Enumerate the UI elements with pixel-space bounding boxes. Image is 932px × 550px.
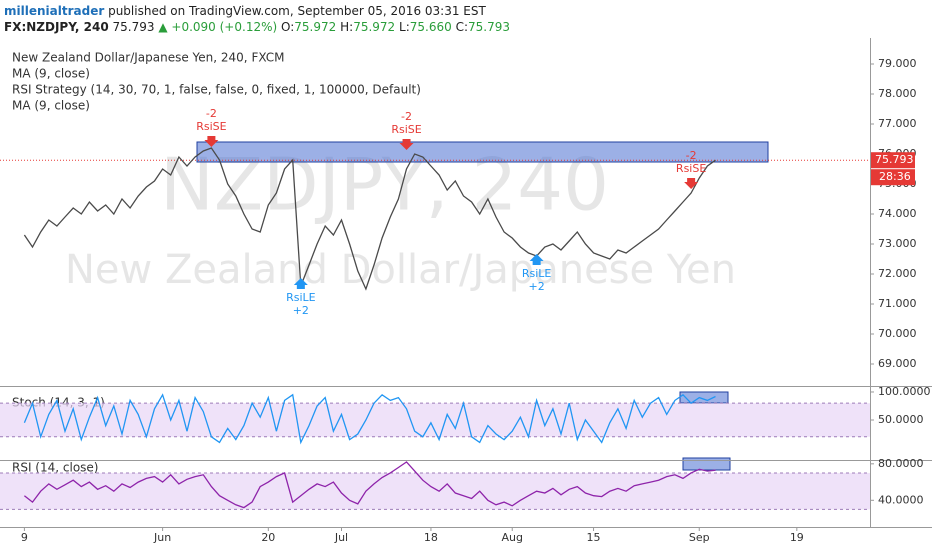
- y-tick-label: 80.0000: [878, 457, 924, 470]
- change: ▲ +0.090 (+0.12%): [158, 20, 278, 34]
- x-tick-label: Jul: [334, 531, 348, 544]
- y-tick-label: 40.0000: [878, 493, 924, 506]
- c-label: C:: [455, 20, 468, 34]
- series-line: [23, 147, 716, 291]
- y-tick-label: 79.000: [878, 57, 917, 70]
- last-price-box: [871, 152, 915, 169]
- countdown-box: [871, 169, 915, 186]
- author: millenialtrader: [4, 4, 105, 18]
- h-label: H:: [340, 20, 354, 34]
- close: 75.793: [468, 20, 510, 34]
- signal-size: -2: [686, 149, 697, 162]
- y-tick-label: 73.000: [878, 237, 917, 250]
- last: 75.793: [112, 20, 155, 34]
- legend-item: MA (9, close): [12, 67, 90, 81]
- watermark-name: New Zealand Dollar/Japanese Yen: [65, 247, 736, 293]
- signal-label: RsiLE: [286, 291, 316, 304]
- signal-arrow: [399, 139, 414, 150]
- signal-size: +2: [529, 280, 545, 293]
- signal-label: RsiSE: [676, 162, 706, 175]
- signal-size: -2: [401, 110, 412, 123]
- published: published on TradingView.com, September …: [108, 4, 486, 18]
- y-tick-label: 69.000: [878, 357, 917, 370]
- signal-label: RsiLE: [522, 267, 552, 280]
- l-label: L:: [399, 20, 410, 34]
- y-tick-label: 100.0000: [878, 385, 931, 398]
- signal-arrow: [529, 254, 544, 265]
- y-tick-label: 50.0000: [878, 413, 924, 426]
- high: 75.972: [353, 20, 396, 34]
- open: 75.972: [294, 20, 337, 34]
- chart-bg: [0, 38, 932, 550]
- x-tick-label: 20: [261, 531, 275, 544]
- signal-label: RsiSE: [196, 120, 226, 133]
- x-tick-label: Sep: [689, 531, 710, 544]
- o-label: O:: [281, 20, 295, 34]
- y-tick-label: 70.000: [878, 327, 917, 340]
- y-tick-label: 72.000: [878, 267, 917, 280]
- zone-box: [682, 457, 731, 471]
- x-tick-label: Jun: [153, 531, 171, 544]
- header: millenialtrader published on TradingView…: [0, 0, 932, 36]
- x-tick-label: 9: [21, 531, 28, 544]
- legend-item: New Zealand Dollar/Japanese Yen, 240, FX…: [12, 51, 284, 65]
- signal-arrow: [204, 136, 219, 147]
- y-tick-label: 77.000: [878, 117, 917, 130]
- series-line: [23, 393, 716, 445]
- signal-size: -2: [206, 107, 217, 120]
- y-tick-label: 71.000: [878, 297, 917, 310]
- signal-arrow: [684, 178, 699, 189]
- signal-size: +2: [293, 304, 309, 317]
- low: 75.660: [409, 20, 452, 34]
- symbol: FX:NZDJPY, 240: [4, 20, 109, 34]
- signal-arrow: [293, 278, 308, 289]
- zone-box: [679, 391, 729, 404]
- y-tick-label: 74.000: [878, 207, 917, 220]
- change-value: +0.090 (+0.12%): [171, 20, 278, 34]
- zone-box: [196, 141, 769, 163]
- x-tick-label: 18: [424, 531, 438, 544]
- legend-item: MA (9, close): [12, 99, 90, 113]
- pane-title: RSI (14, close): [12, 461, 98, 475]
- last-price-label: 75.793: [875, 153, 914, 166]
- signal-label: RsiSE: [391, 123, 421, 136]
- y-tick-label: 78.000: [878, 87, 917, 100]
- band-fill: [0, 472, 870, 510]
- x-tick-label: 15: [587, 531, 601, 544]
- series-line: [23, 461, 716, 509]
- countdown-label: 28:36: [879, 170, 911, 183]
- x-tick-label: Aug: [502, 531, 523, 544]
- legend-item: RSI Strategy (14, 30, 70, 1, false, fals…: [12, 83, 421, 97]
- x-tick-label: 19: [790, 531, 804, 544]
